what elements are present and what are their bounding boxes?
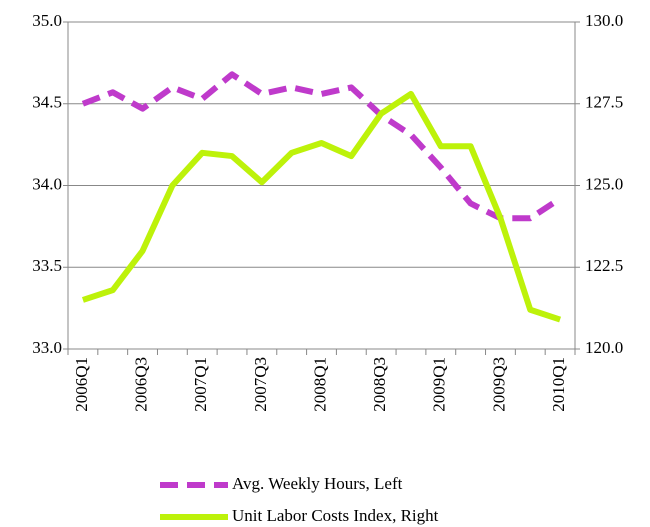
x-tick-label: 2007Q1 — [191, 357, 210, 412]
y-tick-label: 33.5 — [32, 256, 62, 275]
y2-tick-label: 122.5 — [585, 256, 623, 275]
x-tick-label: 2007Q3 — [251, 357, 270, 412]
y2-tick-label: 120.0 — [585, 338, 623, 357]
y-tick-label: 34.5 — [32, 93, 62, 112]
y2-tick-label: 125.0 — [585, 174, 623, 193]
series-line — [81, 71, 562, 222]
x-tick-label: 2008Q1 — [310, 357, 329, 412]
x-tick-label: 2006Q3 — [131, 357, 150, 412]
legend-label: Avg. Weekly Hours, Left — [232, 474, 403, 493]
x-tick-label: 2009Q3 — [489, 357, 508, 412]
x-tick-label: 2008Q3 — [370, 357, 389, 412]
x-tick-label: 2006Q1 — [72, 357, 91, 412]
y2-tick-label: 127.5 — [585, 93, 623, 112]
series-line — [81, 90, 562, 323]
y-tick-label: 35.0 — [32, 11, 62, 30]
y-tick-label: 34.0 — [32, 174, 62, 193]
x-tick-label: 2010Q1 — [549, 357, 568, 412]
x-tick-label: 2009Q1 — [430, 357, 449, 412]
y-tick-label: 33.0 — [32, 338, 62, 357]
y2-tick-label: 130.0 — [585, 11, 623, 30]
legend-label: Unit Labor Costs Index, Right — [232, 506, 439, 525]
